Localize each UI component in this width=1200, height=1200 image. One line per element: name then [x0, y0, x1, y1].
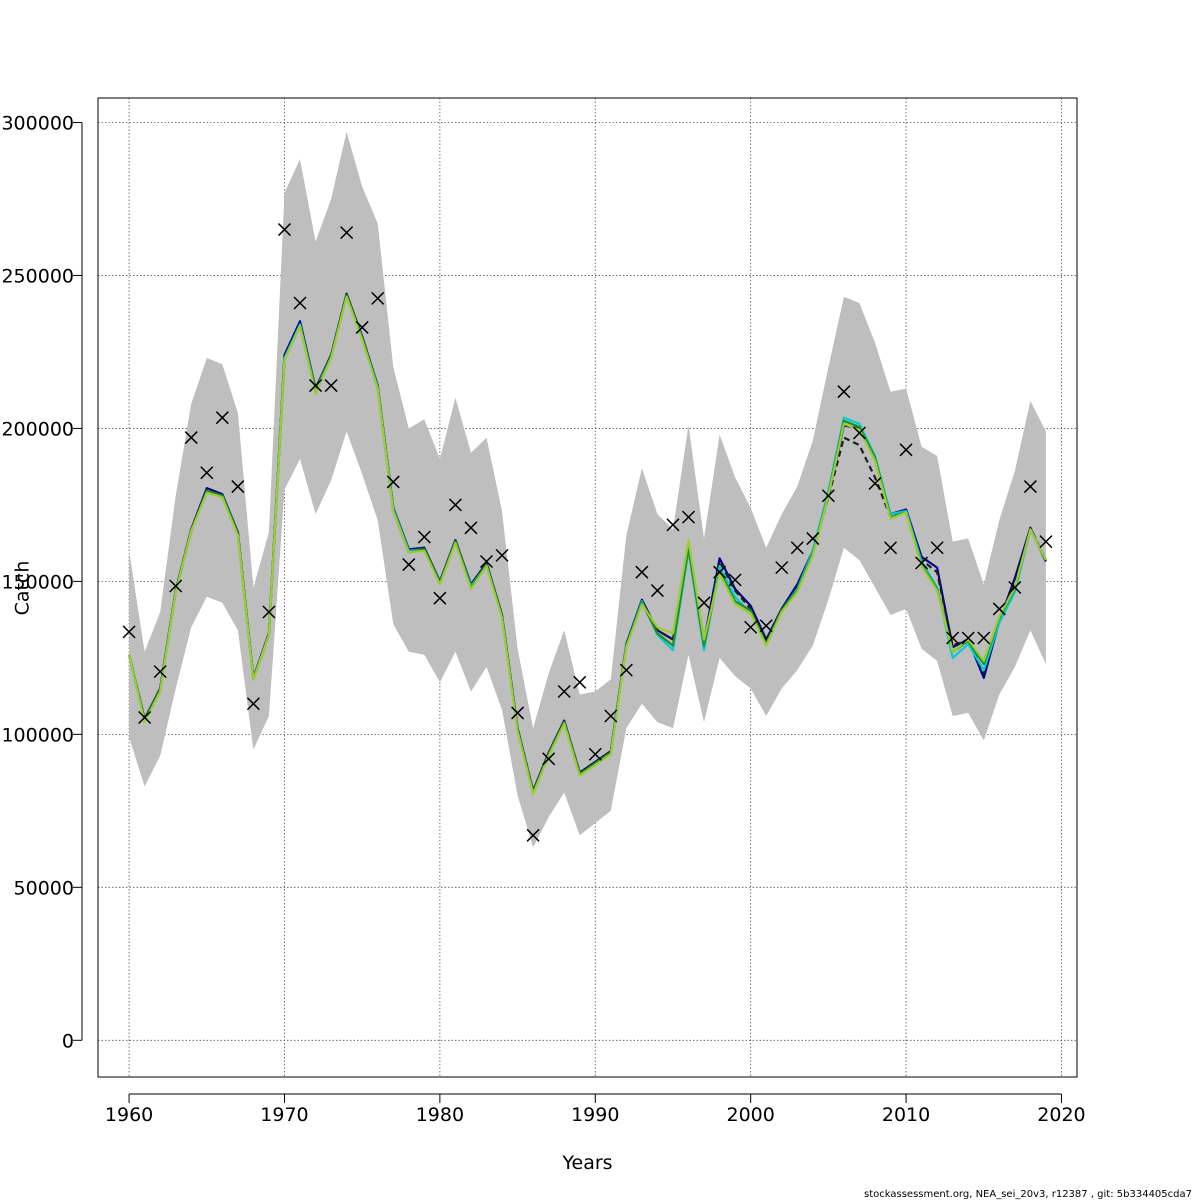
footer-note: stockassessment.org, NEA_sei_20v3, r1238…	[864, 1189, 1192, 1200]
x-tick-label: 1980	[416, 1104, 464, 1126]
observed-point	[448, 498, 462, 512]
observed-point	[868, 476, 882, 491]
observed-point	[573, 675, 587, 689]
observed-point	[837, 385, 851, 399]
y-tick-label: 0	[62, 1030, 74, 1052]
observed-point	[231, 480, 245, 494]
y-tick-label: 100000	[1, 724, 74, 746]
series-lines	[128, 292, 1047, 796]
observed-point	[277, 223, 292, 237]
observed-point	[961, 631, 975, 645]
observed-point	[635, 565, 649, 579]
observed-point	[464, 521, 478, 535]
x-tick-label: 2000	[726, 1104, 774, 1126]
observed-point	[806, 532, 820, 546]
series-line-5	[128, 295, 1047, 796]
confidence-band-area	[129, 131, 1046, 848]
observed-point	[852, 426, 866, 440]
observed-point	[495, 548, 509, 562]
observed-point	[1023, 480, 1037, 494]
observed-point	[1039, 535, 1053, 549]
observed-point	[200, 466, 214, 480]
observed-point	[386, 475, 400, 489]
x-tick-label: 2010	[882, 1104, 930, 1126]
observed-point	[511, 706, 525, 720]
observed-point	[402, 558, 416, 572]
x-axis: 1960 1970 1980 1990 2000 2010 2020	[105, 1093, 1086, 1126]
observed-point	[1008, 580, 1022, 595]
observed-catch-markers	[122, 223, 1053, 842]
y-tick-label: 200000	[1, 418, 74, 440]
observed-point	[169, 579, 183, 593]
observed-point	[557, 684, 571, 699]
observed-point	[324, 379, 338, 393]
observed-point	[946, 631, 960, 645]
observed-point	[246, 697, 260, 711]
plot-frame	[97, 97, 1078, 1078]
y-axis: 0 50000 100000 150000 200000 250000 300000	[1, 112, 83, 1052]
observed-point	[899, 443, 913, 457]
observed-point	[930, 541, 944, 555]
confidence-band	[129, 131, 1046, 848]
observed-point	[744, 620, 758, 634]
observed-point	[215, 411, 229, 425]
observed-point	[262, 605, 276, 619]
observed-point	[433, 591, 447, 605]
y-tick-label: 50000	[14, 877, 74, 899]
x-axis-title: Years	[561, 1152, 612, 1174]
x-tick-label: 1960	[105, 1104, 153, 1126]
observed-point	[915, 556, 929, 570]
observed-point	[775, 561, 789, 575]
observed-point	[122, 625, 136, 639]
observed-point	[588, 747, 602, 761]
observed-point	[479, 554, 494, 569]
observed-point	[728, 573, 742, 587]
observed-point	[759, 619, 773, 633]
observed-point	[977, 631, 991, 645]
observed-point	[992, 602, 1006, 616]
y-tick-label: 150000	[1, 571, 74, 593]
x-tick-label: 1970	[260, 1104, 308, 1126]
y-tick-label: 250000	[1, 265, 74, 287]
observed-point	[542, 752, 556, 766]
observed-point	[666, 518, 680, 532]
observed-point	[650, 584, 664, 598]
observed-point	[371, 291, 385, 305]
observed-point	[713, 565, 727, 579]
observed-point	[697, 596, 711, 610]
observed-point	[309, 379, 323, 393]
observed-point	[417, 530, 431, 544]
y-tick-label: 300000	[1, 112, 74, 134]
observed-point	[883, 541, 898, 555]
observed-point	[184, 431, 198, 445]
x-tick-label: 2020	[1037, 1104, 1085, 1126]
observed-point	[526, 828, 540, 842]
observed-point	[138, 710, 152, 725]
observed-point	[821, 489, 835, 503]
observed-point	[153, 665, 167, 679]
observed-point	[619, 663, 633, 677]
y-axis-title: Catch	[12, 561, 34, 616]
observed-point	[790, 541, 804, 555]
observed-point	[681, 510, 696, 524]
observed-point	[340, 226, 354, 240]
observed-point	[355, 320, 369, 334]
observed-point	[604, 709, 618, 723]
x-tick-label: 1990	[571, 1104, 619, 1126]
observed-point	[293, 296, 307, 310]
